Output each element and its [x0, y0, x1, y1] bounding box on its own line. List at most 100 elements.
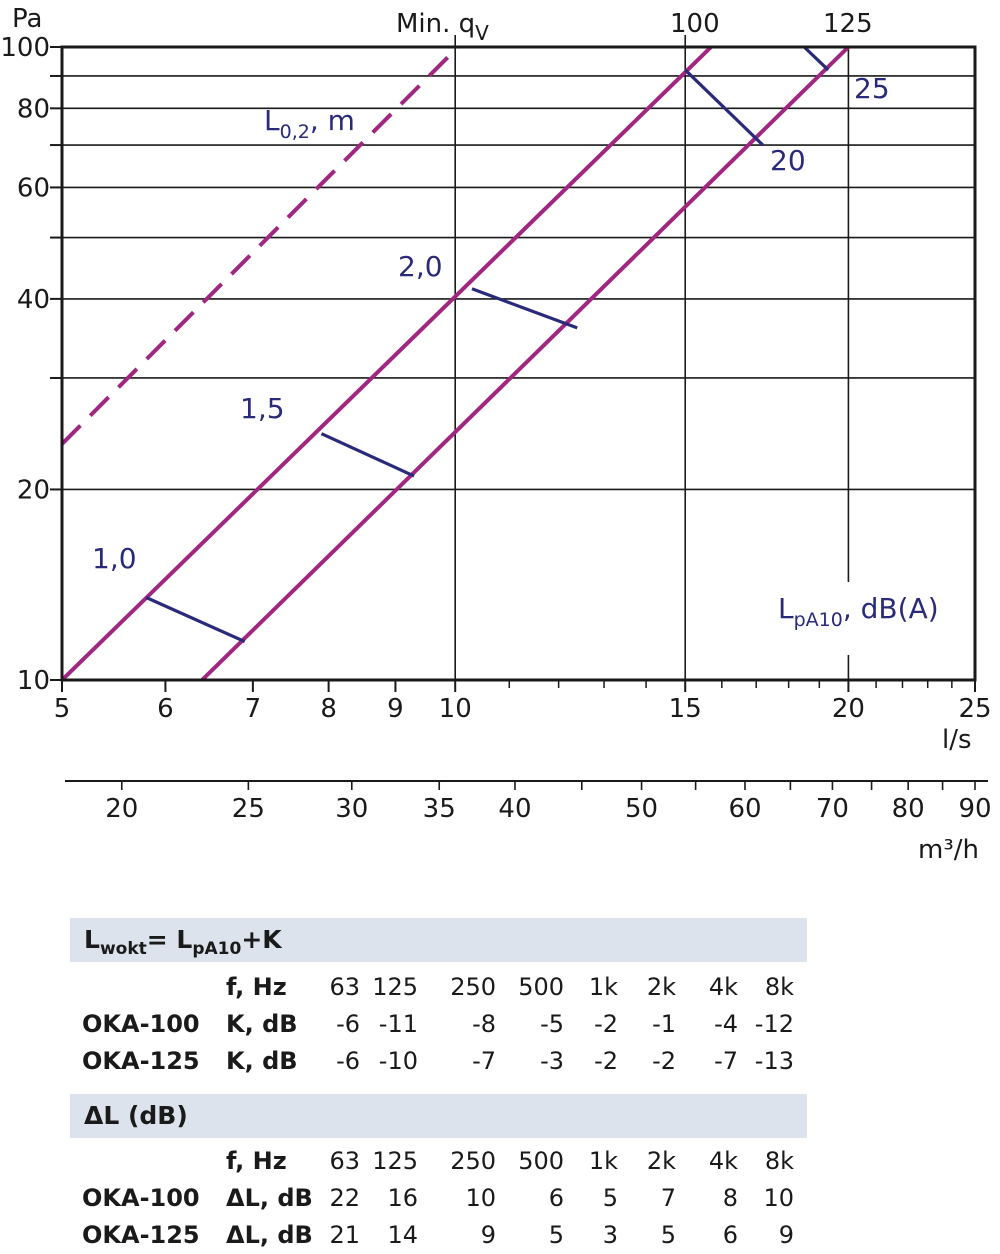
x-tick-label: 7 — [245, 694, 262, 724]
table-row: OKA-125 K, dB -6 -10 -7 -3 -2 -2 -7 -13 — [70, 1043, 807, 1080]
x-tick-label: 10 — [439, 694, 472, 724]
table-cell: 22 — [329, 1184, 360, 1212]
tick-labels: 10 20 40 60 80 100 5 6 7 8 9 10 15 20 25 20 25 30 35 40 50 60… — [0, 33, 991, 824]
x2-tick-label: 25 — [232, 794, 265, 824]
table-cell: 21 — [329, 1221, 360, 1249]
x-tick-label: 5 — [54, 694, 71, 724]
table-cell: -2 — [594, 1047, 618, 1075]
model-name: OKA-100 — [82, 1010, 200, 1038]
table-cell: 2k — [646, 973, 676, 1001]
x2-tick-label: 20 — [105, 794, 138, 824]
table-cell: -2 — [652, 1047, 676, 1075]
frequency-row: f, Hz 63 125 250 500 1k 2k 4k 8k — [70, 1143, 807, 1180]
series-line-125 — [200, 47, 850, 680]
table-cell: -6 — [336, 1047, 360, 1075]
correction-table: Lwokt= LpA10+K f, Hz 63 125 250 500 1k 2k 4k 8k… — [70, 918, 807, 1080]
table-cell: -11 — [378, 1010, 418, 1038]
x2-tick-label: 50 — [625, 794, 658, 824]
table-cell: 16 — [387, 1184, 418, 1212]
y-tick-label: 10 — [17, 666, 50, 696]
y-tick-label: 100 — [0, 33, 50, 63]
table-cell: -4 — [714, 1010, 738, 1038]
table-cell: 8k — [764, 973, 794, 1001]
table-cell: -7 — [714, 1047, 738, 1075]
table-row: OKA-125 ΔL, dB 21 14 9 5 3 5 6 9 — [70, 1217, 807, 1254]
table-cell: 1k — [588, 973, 618, 1001]
correction-table-title: Lwokt= LpA10+K — [70, 918, 807, 962]
table-cell: -7 — [472, 1047, 496, 1075]
table-cell: 7 — [660, 1184, 676, 1212]
y-tick-label: 40 — [17, 285, 50, 315]
table-cell: 8k — [764, 1147, 794, 1175]
table-cell: 6 — [722, 1221, 738, 1249]
table-cell: -1 — [652, 1010, 676, 1038]
sound-level-label: LpA10, dB(A) — [778, 592, 939, 631]
table-cell: 5 — [602, 1184, 618, 1212]
throw-label-2-0: 2,0 — [398, 250, 443, 283]
y-tick-label: 20 — [17, 475, 50, 505]
table-cell: -6 — [336, 1010, 360, 1038]
x-tick-label: 15 — [669, 694, 702, 724]
x2-tick-label: 60 — [728, 794, 761, 824]
table-cell: 5 — [660, 1221, 676, 1249]
annotation-line-1,5 — [320, 432, 415, 478]
y-tick-label: 60 — [17, 173, 50, 203]
x2-tick-label: 35 — [423, 794, 456, 824]
table-cell: 250 — [450, 973, 496, 1001]
min-qv-label: Min. qV — [396, 9, 489, 45]
table-cell: -13 — [754, 1047, 794, 1075]
param-name: K, dB — [226, 1010, 298, 1038]
annotation-line-1,0 — [145, 596, 246, 644]
table-row: OKA-100 ΔL, dB 22 16 10 6 5 7 8 10 — [70, 1180, 807, 1217]
table-cell: 63 — [329, 973, 360, 1001]
x-tick-label: 25 — [958, 694, 991, 724]
table-cell: 8 — [722, 1184, 738, 1212]
table-cell: 500 — [518, 973, 564, 1001]
y-tick-label: 80 — [17, 94, 50, 124]
annotation-line-2,0 — [471, 287, 578, 330]
pressure-flow-chart: 10 20 40 60 80 100 5 6 7 8 9 10 15 20 25 20 25 30 35 40 50 60… — [0, 4, 991, 865]
table-cell: 125 — [372, 973, 418, 1001]
model-name: OKA-100 — [82, 1184, 200, 1212]
table-cell: 6 — [548, 1184, 564, 1212]
model-name: OKA-125 — [82, 1047, 200, 1075]
model-name: OKA-125 — [82, 1221, 200, 1249]
sound-label-20: 20 — [770, 144, 806, 177]
table-cell: 9 — [778, 1221, 794, 1249]
freq-label: f, Hz — [226, 1147, 287, 1175]
table-cell: -5 — [540, 1010, 564, 1038]
plot-lines — [62, 47, 850, 680]
x2-tick-label: 90 — [958, 794, 991, 824]
table-cell: 14 — [387, 1221, 418, 1249]
table-cell: 9 — [480, 1221, 496, 1249]
table-cell: 2k — [646, 1147, 676, 1175]
min-qv-sub: V — [475, 21, 489, 45]
x2-tick-label: 70 — [816, 794, 849, 824]
x-tick-label: 20 — [832, 694, 865, 724]
attenuation-table: ΔL (dB) f, Hz 63 125 250 500 1k 2k 4k 8k OKA-10… — [70, 1094, 807, 1254]
series-line-100 — [62, 47, 713, 680]
grid-lines — [50, 35, 988, 790]
param-name: K, dB — [226, 1047, 298, 1075]
y-axis-label: Pa — [12, 4, 42, 34]
table-cell: -3 — [540, 1047, 564, 1075]
table-cell: 500 — [518, 1147, 564, 1175]
x2-tick-label: 40 — [498, 794, 531, 824]
x2-axis-label: m³/h — [918, 835, 979, 865]
annotation-line-20 — [684, 68, 764, 147]
freq-label: f, Hz — [226, 973, 287, 1001]
plot-frame — [60, 45, 977, 682]
x-tick-label: 9 — [387, 694, 404, 724]
throw-label-1-0: 1,0 — [92, 542, 137, 575]
param-name: ΔL, dB — [226, 1184, 313, 1212]
table-cell: -10 — [378, 1047, 418, 1075]
table-cell: 10 — [465, 1184, 496, 1212]
min-qv-dashed-line — [62, 47, 460, 446]
table-cell: 5 — [548, 1221, 564, 1249]
table-row: OKA-100 K, dB -6 -11 -8 -5 -2 -1 -4 -12 — [70, 1006, 807, 1043]
x-tick-label: 6 — [157, 694, 174, 724]
x2-tick-label: 80 — [892, 794, 925, 824]
sound-label-25: 25 — [854, 72, 890, 105]
table-cell: -12 — [754, 1010, 794, 1038]
table-cell: 1k — [588, 1147, 618, 1175]
